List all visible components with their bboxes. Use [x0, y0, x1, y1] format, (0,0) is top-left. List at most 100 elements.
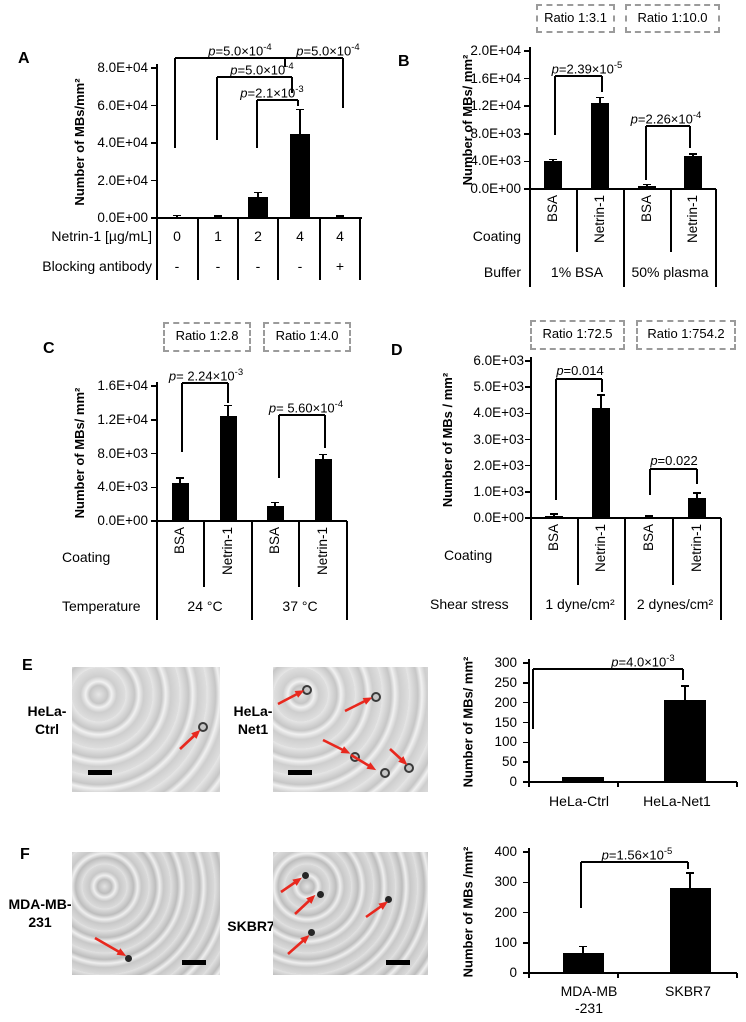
micrograph-skbr7 — [273, 852, 428, 975]
p-value-label-a: p=5.0×10-4 — [208, 42, 272, 59]
y-tick-label-a: 0.0E+00 — [97, 210, 148, 225]
category-label-b: BSA — [639, 195, 654, 223]
y-tick-a — [151, 104, 157, 107]
red-arrow — [294, 894, 316, 915]
table-divider-a — [197, 218, 199, 280]
y-tick-label-f: 300 — [494, 874, 517, 890]
y-tick-e — [523, 701, 529, 704]
y-axis-f — [528, 848, 530, 973]
significance-bracket-leg-c — [278, 415, 280, 478]
y-tick-c — [151, 486, 157, 488]
panel-label-c: C — [43, 340, 55, 357]
table-divider-b — [529, 189, 531, 287]
error-bar-a — [257, 192, 259, 198]
table-divider-a — [359, 218, 361, 280]
error-bar-cap-e — [681, 685, 689, 687]
red-arrow — [350, 753, 377, 771]
row-label-d-coating: Coating — [444, 547, 493, 563]
red-arrow — [94, 936, 127, 956]
x-axis-e — [529, 781, 737, 783]
bar-f-2 — [669, 888, 711, 973]
significance-bracket-leg-b — [689, 126, 691, 148]
error-bar-cap-b — [643, 184, 651, 186]
microbubble — [371, 692, 381, 702]
ratio-box-d-2: Ratio 1:754.2 — [636, 320, 736, 350]
micrograph-label-mda-mb-231: MDA-MB- 231 — [8, 896, 72, 930]
table-divider-a — [277, 218, 279, 280]
error-bar-e — [684, 686, 686, 700]
micrograph-label-hela-net1: HeLa- Net1 — [233, 703, 273, 737]
y-tick-d — [525, 360, 531, 362]
y-tick-label-b: 8.0E+03 — [470, 125, 521, 141]
y-tick-label-c: 4.0E+03 — [97, 479, 148, 495]
y-tick-a — [151, 142, 157, 144]
y-tick-b — [524, 77, 530, 80]
y-axis-label-b: Number of MBs/ mm² — [460, 54, 475, 186]
category-cell-a: + — [335, 258, 345, 274]
table-divider-c — [298, 521, 300, 587]
x-tick-f — [617, 973, 619, 978]
arrow-overlay — [179, 729, 201, 750]
microbubble — [380, 768, 390, 778]
row-label-c-coating: Coating — [62, 549, 111, 565]
x-category-label-e: HeLa-Net1 — [643, 793, 711, 809]
category-cell-a: 1 — [214, 228, 222, 244]
category-label-b: BSA — [545, 195, 560, 223]
significance-bracket-leg-a — [342, 58, 344, 108]
x-axis-f — [529, 972, 737, 974]
y-tick-a — [151, 179, 157, 182]
p-value-label-f: p=1.56×10-5 — [601, 846, 673, 863]
red-arrow — [389, 748, 408, 766]
bar-a-5 — [330, 216, 350, 218]
bar-a-4 — [290, 133, 310, 218]
y-tick-label-f: 200 — [494, 904, 517, 920]
significance-bracket-leg-b — [554, 76, 556, 135]
x-category-label-f: SKBR7 — [665, 983, 711, 999]
microbubble — [307, 928, 315, 936]
y-tick-f — [523, 911, 529, 914]
category-label-c: Netrin-1 — [220, 527, 235, 576]
y-tick-e — [523, 741, 529, 744]
ratio-box-d-1: Ratio 1:72.5 — [530, 320, 625, 350]
error-bar-cap-b — [596, 96, 604, 98]
y-tick-label-f: 400 — [494, 844, 517, 859]
error-bar-f — [689, 873, 691, 889]
y-axis-c — [156, 382, 158, 521]
table-divider-d — [624, 518, 626, 620]
significance-bracket-c — [279, 414, 325, 416]
table-divider-d — [530, 518, 532, 620]
table-divider-d — [577, 518, 579, 585]
row-label-b-coating: Coating — [472, 228, 521, 244]
bar-e-2 — [664, 699, 706, 782]
y-tick-label-d: 6.0E+03 — [473, 353, 524, 368]
error-bar-a — [299, 109, 301, 134]
y-tick-c — [151, 520, 157, 522]
x-axis-b — [530, 188, 716, 190]
error-bar-cap-a — [254, 191, 262, 193]
microbubble — [404, 763, 414, 773]
bar-a-2 — [208, 216, 228, 218]
table-divider-c — [346, 521, 348, 620]
row-label-a-2: Blocking antibody — [42, 258, 152, 274]
y-tick-label-d: 2.0E+03 — [473, 457, 524, 473]
y-tick-label-b: 0.0E+00 — [470, 181, 521, 196]
group-cell-c: 24 °C — [187, 598, 223, 614]
error-bar-cap-d — [693, 492, 701, 494]
ratio-box-c-1: Ratio 1:2.8 — [163, 322, 251, 352]
table-divider-d — [720, 518, 722, 620]
error-bar-cap-c — [176, 477, 184, 479]
y-tick-label-f: 0 — [509, 965, 517, 980]
error-bar-cap-d — [597, 394, 605, 396]
micrograph-mda-mb-231 — [72, 852, 220, 975]
error-bar-f — [582, 946, 584, 954]
p-value-label-b: p=2.39×10-5 — [551, 60, 623, 77]
bar-b-2 — [591, 102, 609, 189]
table-divider-d — [672, 518, 674, 585]
y-tick-label-d: 5.0E+03 — [473, 379, 524, 395]
category-label-c: BSA — [267, 527, 282, 555]
significance-bracket-leg-d — [555, 379, 557, 500]
y-tick-b — [524, 105, 530, 107]
scale-bar — [386, 960, 410, 965]
y-tick-f — [523, 972, 529, 974]
significance-bracket-leg-a — [216, 77, 218, 140]
